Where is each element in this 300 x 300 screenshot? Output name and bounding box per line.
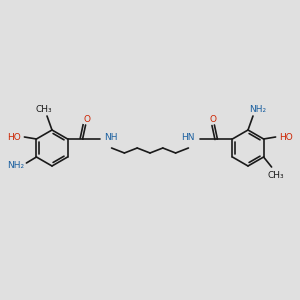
Text: HO: HO [8,133,21,142]
Text: O: O [83,115,90,124]
Text: HN: HN [181,134,194,142]
Text: NH₂: NH₂ [7,161,24,170]
Text: CH₃: CH₃ [267,170,284,179]
Text: NH: NH [105,134,118,142]
Text: O: O [210,115,217,124]
Text: CH₃: CH₃ [36,104,52,113]
Text: NH₂: NH₂ [249,104,267,113]
Text: HO: HO [279,133,292,142]
